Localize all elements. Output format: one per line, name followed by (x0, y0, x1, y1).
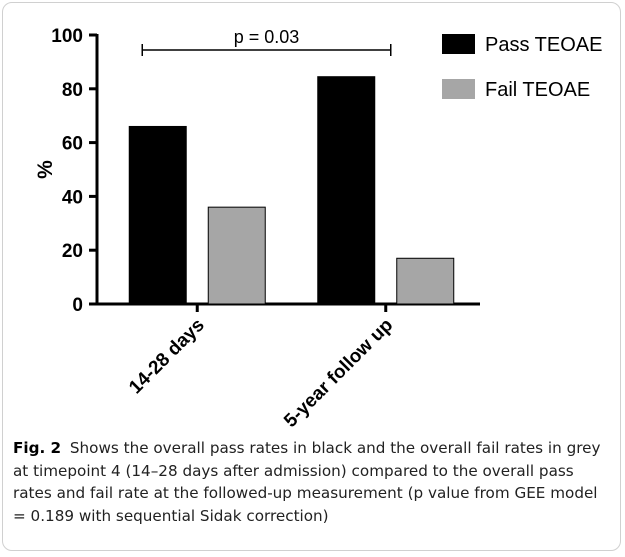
y-tick-label: 100 (51, 26, 83, 47)
legend-label: Pass TEOAE (485, 34, 602, 56)
x-tick-label: 14-28 days (125, 315, 209, 399)
bar (317, 76, 376, 305)
bar-chart: 0 20 40 60 80 100% 14-28 days 5-year follow up… (34, 26, 602, 430)
legend-label: Fail TEOAE (485, 79, 590, 101)
legend: Pass TEOAE Fail TEOAE (442, 34, 602, 101)
bar (207, 206, 266, 305)
figure-frame (2, 2, 621, 551)
figure-caption: Fig. 2 Shows the overall pass rates in b… (13, 437, 613, 527)
y-tick-label: 80 (62, 80, 83, 101)
bar (396, 257, 455, 305)
x-tick-label: 5-year follow up (280, 315, 397, 430)
y-tick-label: 0 (72, 295, 83, 316)
caption-text: Shows the overall pass rates in black an… (13, 439, 601, 525)
y-axis-label: % (34, 160, 57, 179)
caption-label: Fig. 2 (13, 439, 62, 457)
significance-annotation: p = 0.03 (141, 27, 392, 56)
legend-swatch (442, 34, 475, 54)
bar (128, 125, 187, 305)
bars (128, 76, 455, 305)
y-axis: 0 20 40 60 80 100% (34, 26, 99, 316)
legend-swatch (442, 79, 475, 99)
x-axis: 14-28 days 5-year follow up (95, 302, 480, 430)
y-tick-label: 60 (62, 134, 83, 155)
y-tick-label: 40 (62, 187, 83, 208)
y-tick-label: 20 (62, 241, 83, 262)
annotation-label: p = 0.03 (234, 27, 300, 47)
